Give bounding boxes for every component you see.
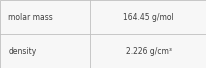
Text: density: density — [8, 47, 36, 55]
Text: molar mass: molar mass — [8, 13, 53, 21]
Text: 2.226 g/cm³: 2.226 g/cm³ — [125, 47, 171, 55]
Text: 164.45 g/mol: 164.45 g/mol — [123, 13, 173, 21]
